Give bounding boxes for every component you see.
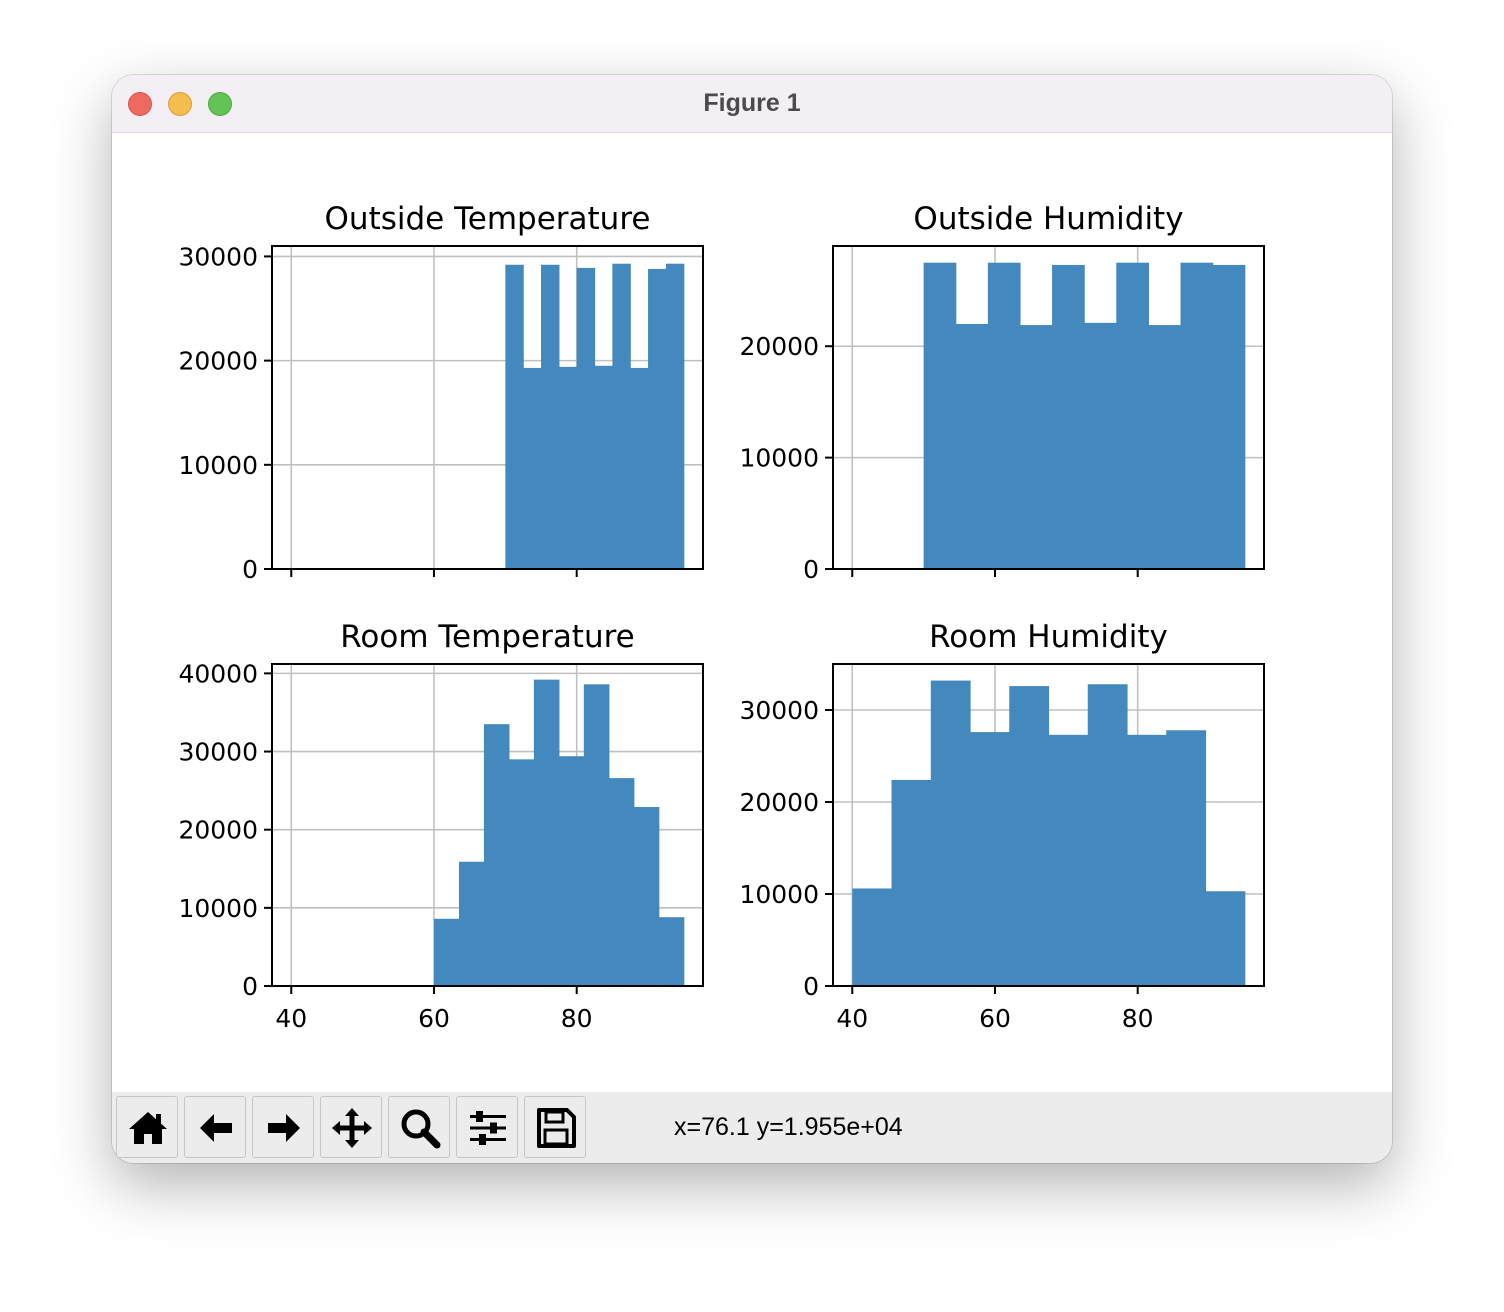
chart-2-bar xyxy=(955,323,989,569)
minimize-window-button[interactable] xyxy=(168,92,192,116)
chart-3-x-tick-label: 60 xyxy=(418,1004,450,1033)
chart-1-y-tick-label: 30000 xyxy=(178,242,258,271)
home-icon xyxy=(129,1112,167,1144)
histogram-figure[interactable]: 0 10000 20000 30000 Outside Temperature 0 1000… xyxy=(112,133,1392,1092)
chart-2-title: Outside Humidity xyxy=(913,201,1183,237)
figure-window: Figure 1 0 10000 20000 30000 Outside Tempera… xyxy=(112,75,1392,1163)
chart-3-y-tick-label: 40000 xyxy=(178,659,258,688)
chart-4-x-tick-label: 80 xyxy=(1122,1004,1154,1033)
chart-3-bar xyxy=(608,778,635,986)
chart-4-y-tick-label: 10000 xyxy=(739,880,819,909)
chart-4-bar xyxy=(852,888,893,986)
chart-1-bar xyxy=(648,268,667,569)
sliders-icon xyxy=(470,1111,506,1145)
chart-3-x-tick-label: 40 xyxy=(275,1004,307,1033)
chart-4-y-tick-label: 20000 xyxy=(739,788,819,817)
chart-4-y-tick-label: 30000 xyxy=(739,696,819,725)
close-window-button[interactable] xyxy=(128,92,152,116)
chart-4-bar xyxy=(1205,891,1246,986)
chart-4-title: Room Humidity xyxy=(929,619,1168,655)
chart-2-bar xyxy=(1148,325,1182,569)
zoom-button[interactable] xyxy=(388,1096,450,1158)
chart-2-bar xyxy=(1052,264,1085,569)
chart-4-bar xyxy=(1166,730,1207,986)
chart-3-axes-frame xyxy=(271,663,704,987)
save-button[interactable] xyxy=(524,1096,586,1158)
chart-1-bar xyxy=(505,264,524,569)
chart-3-y-tick-label: 30000 xyxy=(178,738,258,767)
chart-4-y-tick-label: 0 xyxy=(803,972,819,1001)
maximize-window-button[interactable] xyxy=(208,92,232,116)
chart-2-y-tick-label: 0 xyxy=(803,555,819,584)
chart-2-axes-frame xyxy=(832,245,1265,570)
chart-4-bar xyxy=(891,779,932,986)
forward-button[interactable] xyxy=(252,1096,314,1158)
chart-3-bar xyxy=(658,917,685,986)
chart-1-bar xyxy=(630,367,649,569)
chart-3-x-tick-label: 80 xyxy=(561,1004,593,1033)
chart-3-bar xyxy=(508,759,535,986)
chart-2-bar xyxy=(923,262,957,569)
chart-1-bar xyxy=(594,365,613,569)
chart-1-bar xyxy=(665,263,685,569)
chart-1-y-tick-label: 20000 xyxy=(178,347,258,376)
figure-canvas[interactable]: 0 10000 20000 30000 Outside Temperature 0 1000… xyxy=(112,133,1392,1092)
arrow-right-icon xyxy=(268,1114,300,1142)
chart-1-bar xyxy=(558,366,578,569)
chart-1-bar xyxy=(523,367,542,569)
chart-2-bar xyxy=(1084,322,1117,569)
chart-3-y-tick-label: 0 xyxy=(242,972,258,1001)
cursor-coordinates: x=76.1 y=1.955e+04 xyxy=(674,1113,903,1141)
chart-2-bar xyxy=(1019,325,1053,569)
floppy-disk-icon xyxy=(537,1108,576,1148)
chart-4-x-tick-label: 40 xyxy=(836,1004,868,1033)
chart-4-bar xyxy=(1009,686,1050,986)
chart-2-bar xyxy=(1116,262,1150,569)
chart-1-bar xyxy=(576,267,596,569)
chart-3-bar xyxy=(583,684,610,986)
chart-4-bar xyxy=(930,680,971,986)
navigation-toolbar: x=76.1 y=1.955e+04 xyxy=(112,1092,1392,1163)
configure-subplots-button[interactable] xyxy=(456,1096,518,1158)
chart-3-bar xyxy=(483,724,510,986)
title-bar[interactable]: Figure 1 xyxy=(112,75,1392,133)
chart-1-bar xyxy=(541,264,560,569)
move-icon xyxy=(332,1108,372,1148)
chart-4-bar xyxy=(970,732,1010,986)
chart-2-bar xyxy=(987,262,1021,569)
back-button[interactable] xyxy=(184,1096,246,1158)
chart-2-bar xyxy=(1180,262,1214,569)
chart-3-bar xyxy=(458,861,485,986)
chart-3-y-tick-label: 20000 xyxy=(178,816,258,845)
chart-1-bar xyxy=(612,263,631,569)
chart-4-bar xyxy=(1087,684,1128,986)
arrow-left-icon xyxy=(200,1114,232,1142)
chart-3-bar xyxy=(533,679,560,986)
chart-3-bar xyxy=(633,807,660,986)
chart-3-y-tick-label: 10000 xyxy=(178,894,258,923)
chart-2-y-tick-label: 10000 xyxy=(739,444,819,473)
chart-3-bar xyxy=(433,918,460,986)
chart-4-x-tick-label: 60 xyxy=(979,1004,1011,1033)
chart-1-axes-frame xyxy=(271,245,704,570)
home-button[interactable] xyxy=(116,1096,178,1158)
chart-4-bar xyxy=(1048,734,1089,986)
chart-1-title: Outside Temperature xyxy=(325,201,651,237)
magnifier-icon xyxy=(401,1109,441,1149)
pan-button[interactable] xyxy=(320,1096,382,1158)
chart-3-title: Room Temperature xyxy=(340,619,635,655)
chart-1-y-tick-label: 10000 xyxy=(178,451,258,480)
chart-2-bar xyxy=(1212,264,1246,569)
chart-2-y-tick-label: 20000 xyxy=(739,332,819,361)
chart-3-bar xyxy=(558,756,585,986)
chart-4-axes-frame xyxy=(832,663,1265,987)
chart-1-y-tick-label: 0 xyxy=(242,555,258,584)
window-title: Figure 1 xyxy=(703,89,801,117)
chart-4-bar xyxy=(1126,734,1167,986)
